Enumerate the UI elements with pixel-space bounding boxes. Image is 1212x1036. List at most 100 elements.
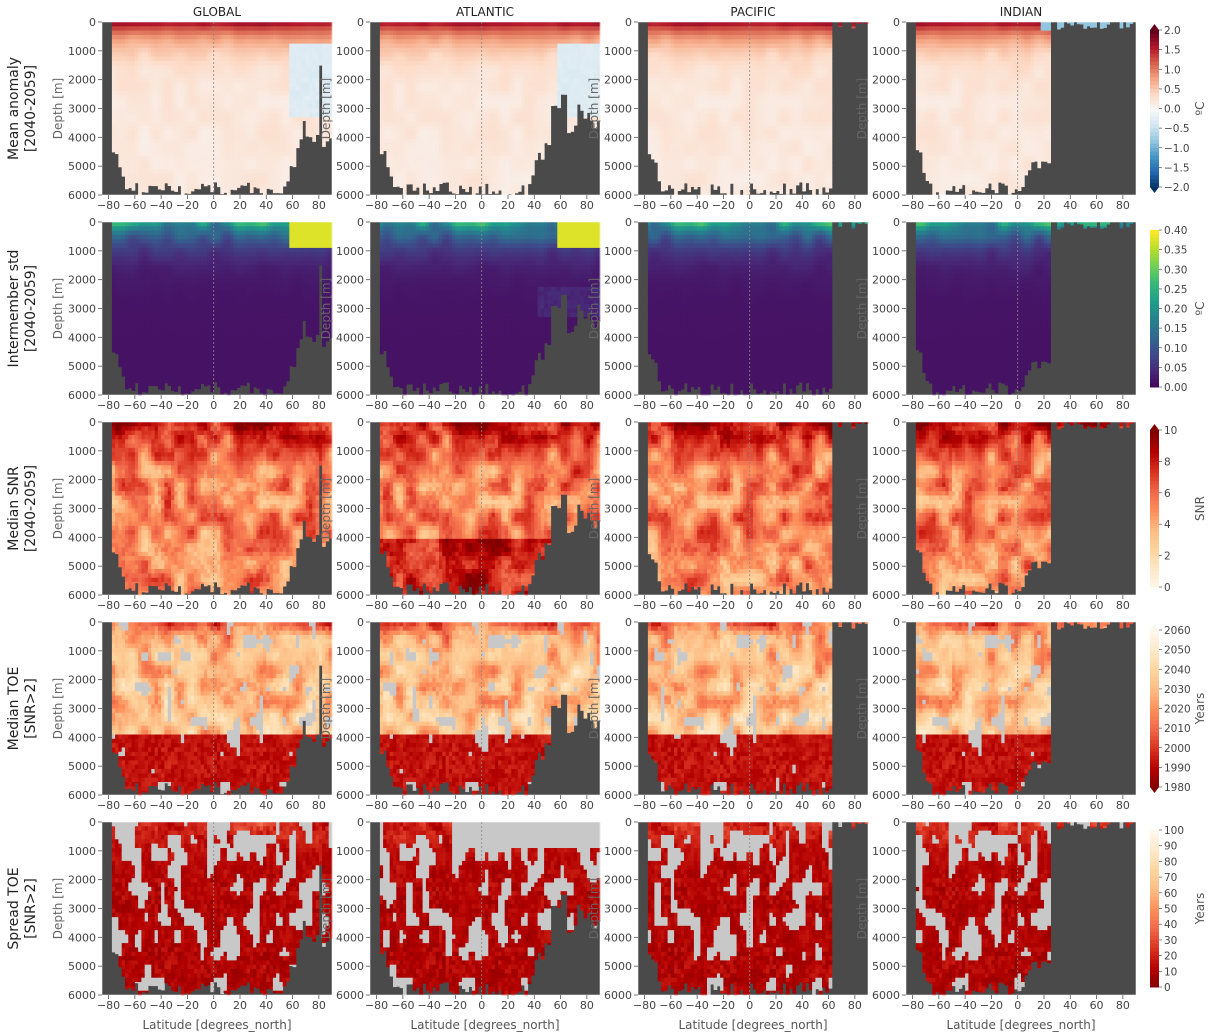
data-cell [283, 152, 287, 157]
data-cell [423, 126, 427, 131]
data-cell [214, 57, 218, 62]
data-cell [296, 91, 300, 96]
data-cell [416, 96, 420, 101]
data-cell [155, 156, 159, 161]
data-cell [263, 48, 267, 53]
data-cell [230, 96, 234, 101]
data-cell [118, 122, 122, 127]
data-cell [181, 122, 185, 127]
data-cell [380, 130, 384, 135]
data-cell [145, 122, 149, 127]
data-cell [171, 78, 175, 83]
data-cell [296, 65, 300, 70]
data-cell [312, 31, 316, 36]
data-cell [299, 65, 303, 70]
data-cell [403, 65, 407, 70]
data-cell [171, 57, 175, 62]
data-cell [279, 191, 283, 194]
data-cell [322, 61, 326, 66]
data-cell [145, 165, 149, 170]
data-cell [247, 122, 251, 127]
data-cell [187, 147, 191, 152]
data-cell [432, 109, 436, 114]
data-cell [115, 134, 119, 139]
data-cell [380, 113, 384, 118]
data-cell [270, 109, 274, 114]
data-cell [220, 96, 224, 101]
data-cell [293, 96, 297, 101]
data-cell [184, 61, 188, 66]
data-cell [141, 96, 145, 101]
data-cell [224, 117, 228, 122]
data-cell [289, 70, 293, 75]
data-cell [319, 31, 323, 36]
data-cell [207, 100, 211, 105]
data-cell [322, 70, 326, 75]
data-cell [286, 147, 290, 152]
data-cell [181, 74, 185, 79]
data-cell [230, 152, 234, 157]
data-cell [164, 44, 168, 49]
data-cell [224, 173, 228, 178]
data-cell [403, 147, 407, 152]
data-cell [263, 130, 267, 135]
data-cell [164, 52, 168, 57]
data-cell [396, 96, 400, 101]
data-cell [132, 160, 136, 165]
data-cell [148, 139, 152, 144]
data-cell [191, 173, 195, 178]
data-cell [197, 152, 201, 157]
data-cell [247, 44, 251, 49]
data-cell [135, 182, 139, 183]
data-cell [181, 178, 185, 183]
data-cell [296, 104, 300, 109]
data-cell [168, 65, 172, 70]
data-cell [145, 39, 149, 44]
data-cell [423, 156, 427, 161]
data-cell [309, 113, 313, 118]
data-cell [312, 113, 316, 118]
data-cell [220, 39, 224, 44]
data-cell [184, 91, 188, 96]
data-cell [306, 126, 310, 131]
data-cell [403, 113, 407, 118]
data-cell [197, 100, 201, 105]
data-cell [276, 152, 280, 157]
data-cell [214, 35, 218, 40]
data-cell [243, 147, 247, 152]
data-cell [204, 173, 208, 178]
data-cell [426, 178, 430, 183]
data-cell [299, 52, 303, 57]
data-cell [230, 31, 234, 36]
data-cell [158, 91, 162, 96]
data-cell [423, 31, 427, 36]
data-cell [181, 109, 185, 114]
data-cell [400, 156, 404, 161]
data-cell [256, 87, 260, 92]
data-cell [419, 78, 423, 83]
data-cell [289, 126, 293, 131]
data-cell [276, 31, 280, 36]
data-cell [432, 139, 436, 144]
data-cell [256, 100, 260, 105]
data-cell [276, 57, 280, 62]
data-cell [263, 160, 267, 165]
data-cell [283, 143, 287, 148]
data-cell [413, 78, 417, 83]
data-cell [201, 39, 205, 44]
data-cell [237, 134, 241, 139]
data-cell [400, 31, 404, 36]
data-cell [312, 122, 316, 127]
data-cell [217, 44, 221, 49]
data-cell [112, 26, 116, 31]
data-cell [227, 78, 231, 83]
data-cell [220, 126, 224, 131]
data-cell [174, 134, 178, 139]
data-cell [217, 130, 221, 135]
data-cell [279, 65, 283, 70]
data-cell [112, 39, 116, 44]
data-cell [423, 87, 427, 92]
data-cell [217, 35, 221, 40]
data-cell [432, 96, 436, 101]
